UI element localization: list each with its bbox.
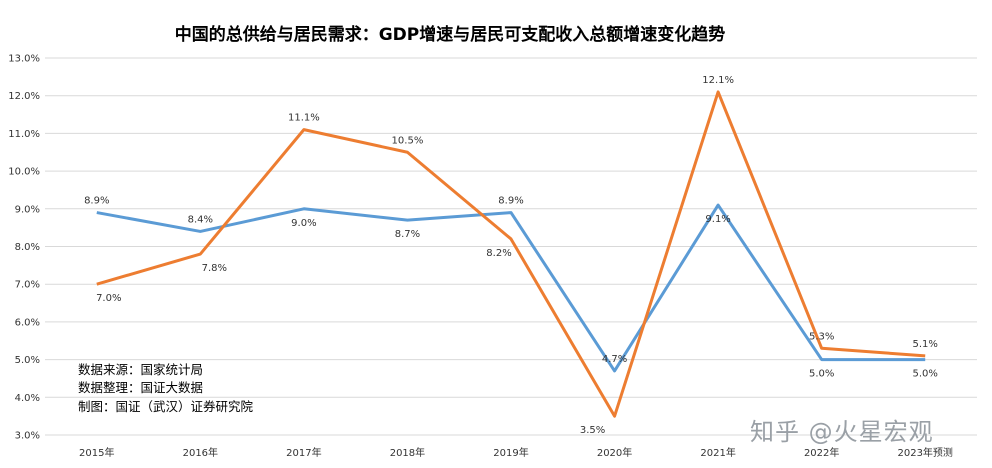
y-tick-label: 13.0% [8,54,40,65]
data-label: 5.1% [913,339,938,350]
data-label: 5.0% [809,369,834,380]
data-label: 8.7% [395,229,420,240]
y-tick-label: 11.0% [8,129,40,140]
author-note: 制图：国证（武汉）证券研究院 [78,399,254,414]
source-note: 数据来源：国家统计局 [78,362,204,377]
data-label: 9.0% [291,218,316,229]
data-label: 8.2% [486,248,511,259]
data-label: 5.0% [913,369,938,380]
data-label: 7.8% [202,263,227,274]
compilation-note: 数据整理：国证大数据 [78,380,204,395]
data-label: 3.5% [580,425,605,436]
data-label: 7.0% [96,293,121,304]
x-tick-label: 2017年 [286,446,321,459]
x-tick-label: 2020年 [597,446,632,459]
y-tick-label: 3.0% [15,431,40,442]
watermark: 知乎 @火星宏观 [750,418,934,446]
y-tick-label: 8.0% [15,242,40,253]
y-tick-label: 10.0% [8,167,40,178]
y-tick-label: 6.0% [15,317,40,328]
y-tick-label: 5.0% [15,355,40,366]
chart-title: 中国的总供给与居民需求：GDP增速与居民可支配收入总额增速变化趋势 [174,25,726,45]
x-tick-label: 2019年 [493,446,528,459]
y-tick-label: 7.0% [15,280,40,291]
data-label: 4.7% [602,354,627,365]
y-axis-ticks: 3.0% 4.0% 5.0% 6.0% 7.0% 8.0% 9.0% 10.0% 11.0% 12… [8,54,40,442]
series-lines [96,90,926,418]
data-label: 11.1% [288,113,320,124]
data-label: 8.9% [498,196,523,207]
y-tick-label: 12.0% [8,91,40,102]
x-tick-label: 2018年 [390,446,425,459]
x-tick-label: 2016年 [183,446,218,459]
x-tick-label: 2015年 [79,446,114,459]
y-tick-label: 4.0% [15,393,40,404]
series-line-2 [96,90,926,418]
data-label: 10.5% [392,135,424,146]
x-tick-label: 2023年预测 [897,446,952,459]
data-label: 8.4% [188,214,213,225]
x-tick-label: 2021年 [700,446,735,459]
series-line-1 [96,203,926,373]
x-tick-label: 2022年 [804,446,839,459]
data-label: 8.9% [84,196,109,207]
data-labels: 8.9% 8.4% 9.0% 8.7% 8.9% 4.7% 9.1% 5.0% 5.0% 7.0%… [84,75,938,436]
x-axis-ticks: 2015年 2016年 2017年 2018年 2019年 2020年 2021年 2022年… [79,446,953,459]
data-label: 12.1% [702,75,734,86]
y-tick-label: 9.0% [15,204,40,215]
data-label: 5.3% [809,331,834,342]
data-label: 9.1% [705,214,730,225]
